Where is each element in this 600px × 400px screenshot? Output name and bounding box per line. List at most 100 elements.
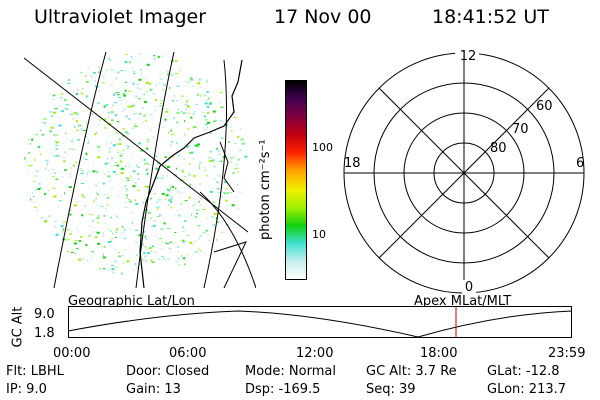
uv-image-panel[interactable] xyxy=(24,52,256,288)
speckle xyxy=(123,262,124,264)
speckle xyxy=(85,75,87,77)
speckle xyxy=(217,191,221,193)
speckle xyxy=(145,238,147,241)
speckle xyxy=(46,163,48,166)
speckle xyxy=(152,92,156,95)
speckle xyxy=(50,173,52,175)
speckle xyxy=(181,169,184,172)
speckle xyxy=(102,235,104,238)
polar-grid-panel[interactable]: 12 0 18 6 60 70 80 xyxy=(340,50,588,296)
speckle xyxy=(186,234,189,236)
alt-plot-left-title: Geographic Lat/Lon xyxy=(68,294,195,309)
filter-info: Flt: LBHL xyxy=(6,364,64,379)
speckle xyxy=(159,105,163,107)
speckle xyxy=(40,153,42,156)
speckle xyxy=(103,246,106,248)
speckle xyxy=(166,165,170,168)
speckle xyxy=(205,229,207,231)
speckle xyxy=(216,221,220,223)
speckle xyxy=(211,216,214,218)
alt-plot-right-title: Apex MLat/MLT xyxy=(414,294,512,309)
speckle xyxy=(133,113,135,115)
speckle xyxy=(107,171,110,174)
altitude-plot[interactable] xyxy=(68,306,572,338)
speckle xyxy=(120,160,122,163)
speckle xyxy=(173,116,175,119)
speckle xyxy=(126,260,130,263)
speckle xyxy=(198,238,200,240)
speckle xyxy=(176,209,179,211)
speckle xyxy=(102,256,106,259)
speckle xyxy=(191,243,193,245)
speckle xyxy=(94,133,97,136)
speckle xyxy=(153,274,155,276)
speckle xyxy=(107,269,111,271)
speckle xyxy=(108,180,111,182)
speckle xyxy=(92,113,94,115)
speckle xyxy=(194,241,196,243)
speckle xyxy=(161,174,164,177)
speckle xyxy=(74,240,78,242)
speckle xyxy=(193,112,195,115)
speckle xyxy=(122,108,126,111)
speckle xyxy=(172,235,174,237)
speckle xyxy=(159,82,161,84)
speckle xyxy=(114,260,117,262)
speckle xyxy=(161,248,163,250)
speckle xyxy=(92,164,94,167)
speckle xyxy=(157,208,159,211)
speckle xyxy=(103,254,104,256)
speckle xyxy=(109,230,112,232)
speckle xyxy=(48,190,50,192)
speckle xyxy=(233,168,237,170)
speckle xyxy=(54,220,58,222)
speckle xyxy=(164,156,167,159)
speckle xyxy=(94,79,96,82)
speckle xyxy=(139,68,142,71)
speckle xyxy=(68,148,71,150)
speckle xyxy=(92,182,94,184)
speckle xyxy=(232,172,235,174)
speckle xyxy=(68,173,71,175)
speckle xyxy=(133,269,136,271)
speckle xyxy=(52,155,56,158)
speckle xyxy=(109,141,112,144)
speckle xyxy=(95,204,99,206)
speckle xyxy=(169,114,170,116)
speckle xyxy=(181,226,184,229)
speckle xyxy=(86,259,88,261)
speckle xyxy=(239,128,241,131)
speckle xyxy=(180,95,184,97)
speckle xyxy=(55,144,59,146)
speckle xyxy=(176,148,178,150)
speckle xyxy=(88,213,91,215)
speckle xyxy=(63,160,66,163)
speckle xyxy=(122,93,125,95)
speckle xyxy=(198,225,201,227)
speckle xyxy=(174,232,177,233)
speckle xyxy=(181,230,185,232)
speckle xyxy=(68,186,72,189)
speckle xyxy=(110,119,114,121)
speckle xyxy=(169,129,172,131)
speckle xyxy=(79,222,81,224)
speckle xyxy=(224,181,227,184)
speckle xyxy=(202,232,206,234)
speckle xyxy=(183,227,185,229)
speckle xyxy=(97,222,99,224)
speckle xyxy=(72,90,74,93)
speckle xyxy=(31,138,34,141)
speckle xyxy=(236,171,239,173)
speckle xyxy=(161,192,165,195)
speckle xyxy=(143,201,145,204)
speckle xyxy=(190,78,193,81)
speckle xyxy=(77,201,79,203)
speckle xyxy=(53,123,55,125)
grid-line-meridian-1 xyxy=(53,52,107,288)
speckle xyxy=(143,87,146,89)
speckle xyxy=(143,93,145,96)
speckle xyxy=(162,55,163,57)
speckle xyxy=(239,149,242,151)
speckle xyxy=(85,244,88,247)
speckle xyxy=(175,187,177,190)
